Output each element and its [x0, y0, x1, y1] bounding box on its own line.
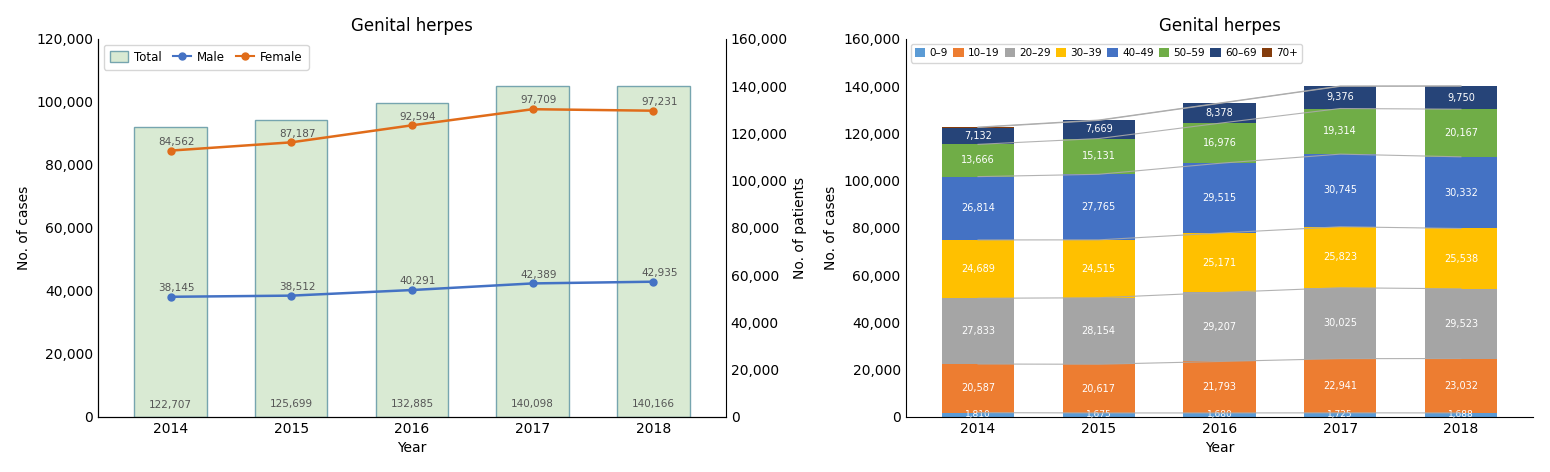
Bar [1424, 359, 1497, 413]
Text: 1,688: 1,688 [1448, 411, 1474, 420]
Text: 30,745: 30,745 [1324, 185, 1358, 195]
Bar [1062, 240, 1135, 298]
Title: Genital herpes: Genital herpes [1158, 17, 1280, 34]
Bar [1424, 289, 1497, 359]
Bar [1424, 413, 1497, 417]
Bar [1062, 120, 1135, 139]
Text: 19,314: 19,314 [1324, 126, 1358, 136]
Text: 27,833: 27,833 [961, 326, 995, 336]
Y-axis label: No. of patients: No. of patients [794, 177, 808, 279]
Bar [1304, 109, 1376, 154]
Bar [1062, 174, 1135, 240]
Bar [617, 86, 690, 417]
Text: 29,515: 29,515 [1203, 193, 1237, 203]
Bar [942, 364, 1014, 413]
Text: 20,167: 20,167 [1445, 128, 1477, 138]
Bar [942, 127, 1014, 144]
Bar [1183, 362, 1256, 413]
Text: 125,699: 125,699 [270, 399, 313, 410]
Y-axis label: No. of cases: No. of cases [17, 186, 31, 270]
Text: 28,154: 28,154 [1082, 326, 1116, 336]
Y-axis label: No. of cases: No. of cases [825, 186, 839, 270]
Text: 38,512: 38,512 [279, 282, 316, 292]
Bar [1424, 109, 1497, 157]
Text: 1,675: 1,675 [1087, 411, 1111, 420]
Text: 23,032: 23,032 [1445, 381, 1477, 391]
Text: 20,617: 20,617 [1082, 384, 1116, 394]
Bar [1183, 123, 1256, 163]
Text: 24,515: 24,515 [1082, 264, 1116, 274]
Bar [1183, 163, 1256, 233]
Text: 140,166: 140,166 [632, 399, 674, 409]
Text: 15,131: 15,131 [1082, 152, 1116, 161]
Bar [496, 86, 569, 417]
Text: 29,523: 29,523 [1445, 319, 1479, 329]
X-axis label: Year: Year [1204, 441, 1234, 455]
Text: 21,793: 21,793 [1203, 382, 1237, 392]
Text: 30,025: 30,025 [1324, 318, 1358, 328]
Bar [1304, 86, 1376, 109]
Bar [942, 240, 1014, 298]
Text: 1,725: 1,725 [1327, 410, 1353, 420]
Text: 25,538: 25,538 [1445, 253, 1479, 264]
Bar [1062, 364, 1135, 413]
Text: 92,594: 92,594 [400, 111, 436, 121]
Bar [1062, 298, 1135, 364]
Text: 140,098: 140,098 [512, 399, 553, 409]
Text: 40,291: 40,291 [400, 276, 436, 286]
Legend: 0–9, 10–19, 20–29, 30–39, 40–49, 50–59, 60–69, 70+: 0–9, 10–19, 20–29, 30–39, 40–49, 50–59, … [911, 44, 1302, 63]
Text: 16,976: 16,976 [1203, 138, 1237, 148]
Text: 42,389: 42,389 [521, 270, 556, 279]
Bar [1304, 227, 1376, 288]
Text: 25,171: 25,171 [1203, 258, 1237, 268]
Bar [1304, 288, 1376, 359]
Bar [1062, 413, 1135, 417]
Text: 97,709: 97,709 [521, 95, 556, 105]
Text: 20,587: 20,587 [961, 383, 995, 393]
Bar [1424, 157, 1497, 228]
Bar [942, 298, 1014, 364]
Text: 25,823: 25,823 [1324, 252, 1358, 262]
Bar [1183, 293, 1256, 362]
Bar [135, 127, 206, 417]
Title: Genital herpes: Genital herpes [350, 17, 473, 34]
Text: 8,378: 8,378 [1206, 109, 1234, 118]
Bar [256, 120, 327, 417]
Bar [942, 144, 1014, 177]
Text: 1,810: 1,810 [966, 410, 990, 419]
X-axis label: Year: Year [397, 441, 426, 455]
Text: 29,207: 29,207 [1203, 322, 1237, 332]
Text: 7,669: 7,669 [1085, 125, 1113, 135]
Bar [1304, 413, 1376, 417]
Bar [942, 177, 1014, 240]
Text: 9,376: 9,376 [1327, 93, 1355, 102]
Text: 87,187: 87,187 [279, 128, 316, 139]
Text: 13,666: 13,666 [961, 155, 995, 166]
Text: 122,707: 122,707 [149, 400, 192, 410]
Text: 97,231: 97,231 [642, 97, 677, 107]
Bar [1062, 139, 1135, 174]
Text: 1,680: 1,680 [1206, 411, 1232, 420]
Legend: Total, Male, Female: Total, Male, Female [104, 45, 308, 70]
Bar [375, 103, 448, 417]
Bar [1424, 86, 1497, 109]
Bar [1304, 359, 1376, 413]
Text: 27,765: 27,765 [1082, 202, 1116, 212]
Text: 24,689: 24,689 [961, 264, 995, 274]
Text: 7,132: 7,132 [964, 131, 992, 141]
Text: 132,885: 132,885 [391, 399, 434, 409]
Text: 38,145: 38,145 [158, 283, 195, 293]
Bar [1304, 154, 1376, 227]
Text: 9,750: 9,750 [1448, 93, 1476, 103]
Text: 26,814: 26,814 [961, 203, 995, 213]
Text: 84,562: 84,562 [158, 137, 195, 147]
Text: 42,935: 42,935 [642, 268, 677, 278]
Bar [1183, 103, 1256, 123]
Bar [1183, 233, 1256, 293]
Bar [1183, 413, 1256, 417]
Bar [942, 413, 1014, 417]
Text: 22,941: 22,941 [1324, 381, 1358, 391]
Bar [1424, 228, 1497, 289]
Text: 30,332: 30,332 [1445, 188, 1477, 198]
